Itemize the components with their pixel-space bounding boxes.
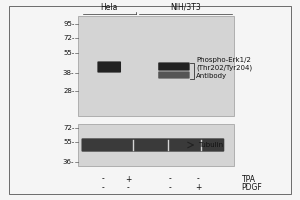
- Text: 72-: 72-: [63, 35, 74, 41]
- FancyBboxPatch shape: [158, 62, 190, 71]
- Text: NIH/3T3: NIH/3T3: [170, 3, 201, 12]
- Text: 28-: 28-: [63, 88, 74, 94]
- Text: TPA: TPA: [242, 174, 256, 184]
- Text: -: -: [127, 184, 129, 192]
- Text: 55-: 55-: [63, 139, 74, 145]
- Text: -: -: [169, 174, 171, 184]
- Text: -: -: [169, 184, 171, 192]
- Text: PDGF: PDGF: [242, 184, 262, 192]
- FancyBboxPatch shape: [158, 71, 190, 79]
- Bar: [78, 16, 234, 116]
- Text: 38-: 38-: [63, 70, 74, 76]
- FancyBboxPatch shape: [82, 138, 224, 152]
- Text: -: -: [197, 174, 200, 184]
- Text: Phospho-Erk1/2
(Thr202/Tyr204)
Antibody: Phospho-Erk1/2 (Thr202/Tyr204) Antibody: [196, 57, 252, 79]
- Text: 36-: 36-: [63, 159, 74, 165]
- Text: -: -: [102, 174, 104, 184]
- Text: 95-: 95-: [63, 21, 74, 27]
- FancyBboxPatch shape: [98, 61, 121, 73]
- Bar: [78, 124, 234, 166]
- Text: +: +: [195, 184, 201, 192]
- Text: Hela: Hela: [100, 3, 118, 12]
- Text: Tubulin: Tubulin: [199, 142, 224, 148]
- Text: 72-: 72-: [63, 125, 74, 131]
- Text: +: +: [125, 174, 131, 184]
- Text: -: -: [102, 184, 104, 192]
- Text: 55-: 55-: [63, 50, 74, 56]
